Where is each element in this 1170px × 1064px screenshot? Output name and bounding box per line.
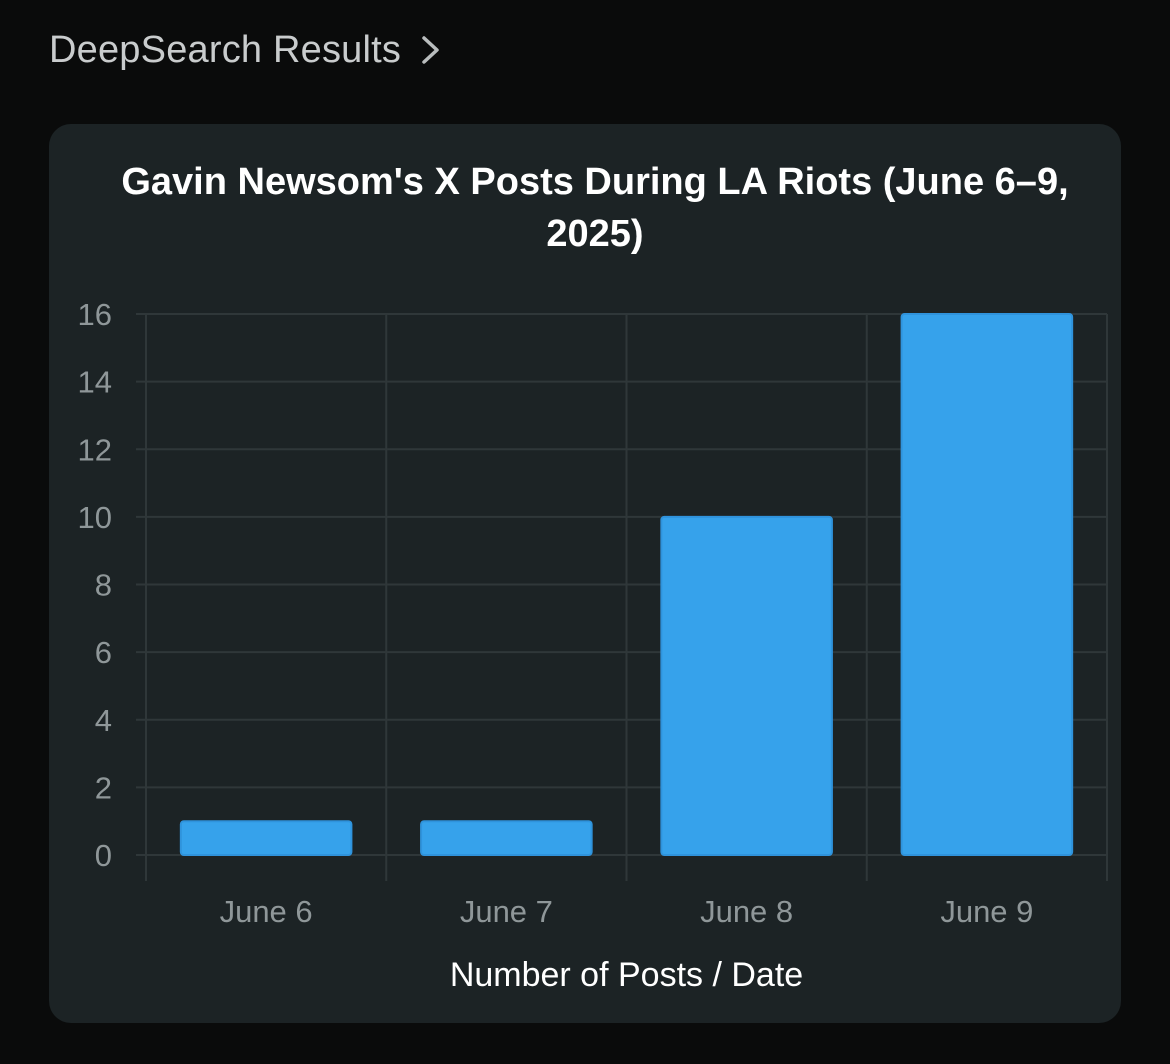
y-tick-label: 12 xyxy=(78,432,112,467)
chart-card: Gavin Newsom's X Posts During LA Riots (… xyxy=(49,124,1121,1023)
y-tick-label: 8 xyxy=(95,568,112,603)
y-tick-label: 0 xyxy=(95,838,112,873)
y-tick-label: 6 xyxy=(95,635,112,670)
chart-title: Gavin Newsom's X Posts During LA Riots (… xyxy=(121,161,1069,255)
x-tick-label: June 7 xyxy=(460,894,553,929)
bar-june-8 xyxy=(660,515,833,856)
y-tick-label: 4 xyxy=(95,703,112,738)
x-tick-label: June 8 xyxy=(700,894,793,929)
y-tick-label: 10 xyxy=(78,500,112,535)
x-axis-title: Number of Posts / Date xyxy=(450,956,803,994)
y-tick-label: 16 xyxy=(78,297,112,332)
bar-chart: 0 2 4 6 8 10 12 14 16 June 6 June 7 June 8 June 9 Num… xyxy=(78,297,1108,994)
x-tick-label: June 9 xyxy=(940,894,1033,929)
x-tick-label: June 6 xyxy=(220,894,313,929)
bar-june-6 xyxy=(179,820,353,856)
bar-june-7 xyxy=(420,820,593,856)
deepsearch-results-link[interactable]: DeepSearch Results xyxy=(49,24,443,76)
y-tick-label: 14 xyxy=(78,365,112,400)
chevron-right-icon xyxy=(419,35,443,65)
y-tick-label: 2 xyxy=(95,770,112,805)
bar-june-9 xyxy=(900,313,1074,856)
header-title: DeepSearch Results xyxy=(49,28,402,71)
